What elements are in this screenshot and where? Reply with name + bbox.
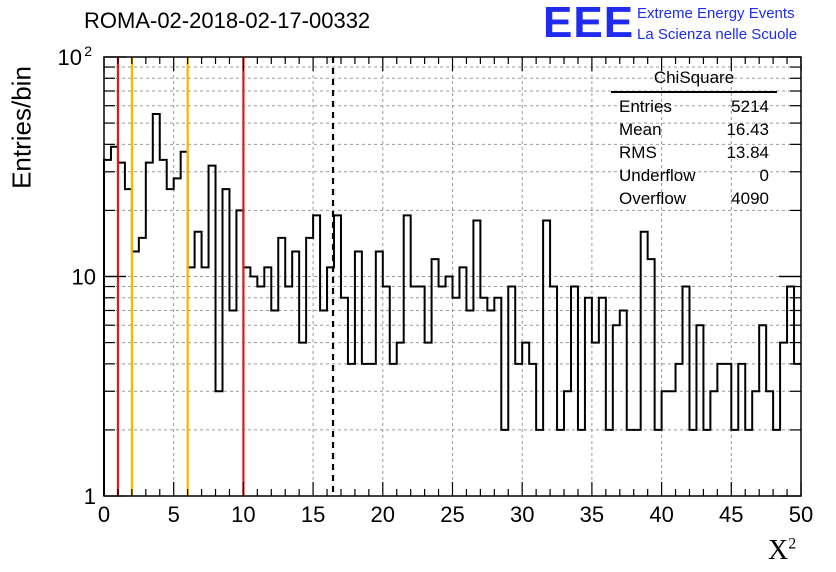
x-tick-label: 0 <box>98 502 110 527</box>
logo-mark: EEE <box>543 0 635 47</box>
x-axis-label-superscript: 2 <box>788 535 797 553</box>
stats-label: Overflow <box>619 189 687 208</box>
stats-value: 0 <box>759 166 769 185</box>
stats-title: ChiSquare <box>611 68 777 93</box>
x-tick-label: 50 <box>789 502 813 527</box>
x-tick-label: 45 <box>719 502 743 527</box>
y-axis-label: Entries/bin <box>6 66 37 189</box>
x-tick-label: 30 <box>510 502 534 527</box>
x-tick-label: 35 <box>580 502 604 527</box>
x-axis-label-text: X <box>768 535 789 566</box>
stats-row: Mean 16.43 <box>611 118 777 141</box>
y-tick-label: 10 <box>58 45 82 70</box>
stats-label: Mean <box>619 120 662 139</box>
stats-row: Overflow 4090 <box>611 187 777 210</box>
x-tick-label: 15 <box>301 502 325 527</box>
x-tick-label: 40 <box>649 502 673 527</box>
stats-label: Entries <box>619 97 672 116</box>
x-tick-label: 25 <box>440 502 464 527</box>
stats-row: Entries 5214 <box>611 95 777 118</box>
stats-value: 16.43 <box>726 120 769 139</box>
logo-line2: La Scienza nelle Scuole <box>637 26 798 43</box>
run-title: ROMA-02-2018-02-17-00332 <box>84 8 371 33</box>
y-tick-label: 10 <box>72 265 96 290</box>
stats-value: 13.84 <box>726 143 769 162</box>
eee-logo: EEE Extreme Energy Events La Scienza nel… <box>543 0 833 47</box>
stats-label: RMS <box>619 143 657 162</box>
histogram-line <box>103 112 801 496</box>
logo-line1: Extreme Energy Events <box>637 5 795 22</box>
x-tick-label: 5 <box>168 502 180 527</box>
y-tick-label: 1 <box>84 484 96 509</box>
stats-row: Underflow 0 <box>611 164 777 187</box>
x-tick-label: 20 <box>371 502 395 527</box>
x-axis-label: X2 <box>768 535 796 567</box>
stats-row: RMS 13.84 <box>611 141 777 164</box>
stats-box: ChiSquare Entries 5214 Mean 16.43 RMS 13.84… <box>611 68 777 210</box>
stats-value: 4090 <box>731 189 769 208</box>
y-tick-label-exponent: 2 <box>84 43 92 59</box>
stats-value: 5214 <box>731 97 769 116</box>
x-tick-label: 10 <box>231 502 255 527</box>
stats-label: Underflow <box>619 166 696 185</box>
